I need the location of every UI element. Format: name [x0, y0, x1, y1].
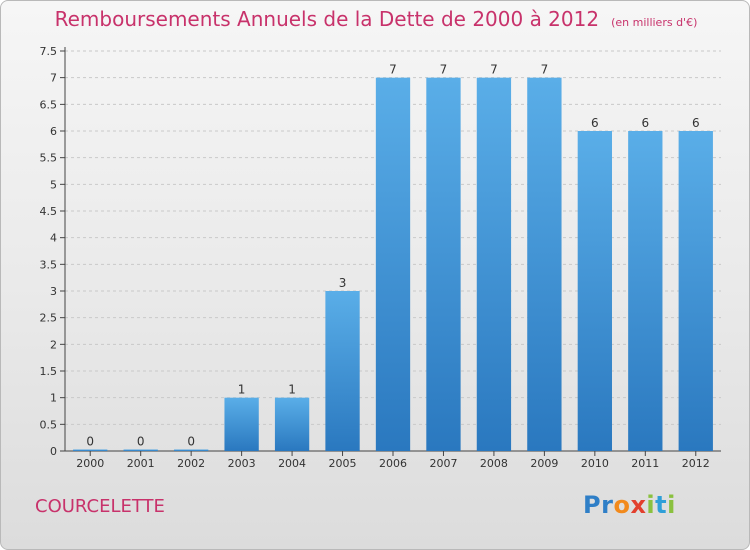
y-tick-label: 1.5: [40, 365, 58, 378]
x-tick-label: 2007: [429, 457, 457, 470]
data-label: 7: [490, 63, 498, 77]
y-tick-label: 5: [50, 178, 57, 191]
logo-letter: x: [630, 491, 647, 519]
x-tick-label: 2000: [76, 457, 104, 470]
data-label: 1: [238, 383, 246, 397]
bar: [678, 131, 713, 451]
bar: [476, 77, 512, 452]
logo-letter: P: [583, 491, 602, 519]
data-label: 1: [288, 383, 296, 397]
x-tick-label: 2010: [581, 457, 609, 470]
y-tick-label: 1: [50, 392, 57, 405]
bar: [426, 77, 461, 452]
bar: [73, 449, 108, 451]
y-tick-label: 3: [50, 285, 57, 298]
bar: [628, 131, 663, 451]
y-tick-label: 0: [50, 445, 57, 458]
x-tick-label: 2011: [631, 457, 659, 470]
y-tick-label: 0.5: [40, 418, 58, 431]
y-tick-label: 4.5: [40, 205, 58, 218]
y-tick-label: 5.5: [40, 152, 58, 165]
proxiti-logo[interactable]: Proxiti: [583, 491, 676, 519]
y-tick-label: 7: [50, 72, 57, 85]
chart-title: Remboursements Annuels de la Dette de 20…: [54, 7, 600, 31]
data-label: 7: [541, 63, 549, 77]
x-tick-label: 2004: [278, 457, 306, 470]
x-tick-label: 2002: [177, 457, 205, 470]
bar: [173, 449, 209, 451]
bar: [375, 77, 411, 452]
bar: [527, 77, 562, 452]
x-tick-label: 2005: [329, 457, 357, 470]
data-label: 7: [440, 63, 448, 77]
logo-letter: o: [613, 491, 631, 519]
x-tick-label: 2012: [682, 457, 710, 470]
logo-letter: i: [646, 491, 656, 519]
bar: [274, 397, 310, 451]
data-label: 0: [187, 435, 195, 449]
data-label: 7: [389, 63, 397, 77]
chart-title-row: Remboursements Annuels de la Dette de 20…: [1, 7, 749, 31]
commune-name: COURCELETTE: [35, 496, 165, 517]
data-label: 6: [641, 116, 649, 130]
data-label: 6: [692, 116, 700, 130]
data-label: 0: [86, 435, 94, 449]
x-tick-label: 2001: [127, 457, 155, 470]
data-label: 6: [591, 116, 599, 130]
bar: [224, 397, 259, 451]
y-tick-label: 6: [50, 125, 57, 138]
y-tick-label: 3.5: [40, 258, 58, 271]
y-tick-label: 6.5: [40, 98, 58, 111]
bar: [577, 131, 613, 451]
y-tick-label: 4: [50, 232, 57, 245]
data-label: 3: [339, 276, 347, 290]
x-tick-label: 2006: [379, 457, 407, 470]
x-tick-label: 2008: [480, 457, 508, 470]
x-tick-label: 2003: [228, 457, 256, 470]
y-tick-label: 2: [50, 338, 57, 351]
logo-letter: i: [667, 491, 676, 519]
logo-letter: r: [601, 491, 614, 519]
bar: [325, 291, 360, 451]
y-tick-label: 2.5: [40, 312, 58, 325]
x-tick-label: 2009: [530, 457, 558, 470]
chart-unit: (en milliers d'€): [611, 16, 698, 29]
logo-letter: t: [655, 491, 668, 519]
data-label: 0: [137, 435, 145, 449]
bar: [123, 449, 158, 451]
y-tick-label: 7.5: [40, 45, 58, 58]
